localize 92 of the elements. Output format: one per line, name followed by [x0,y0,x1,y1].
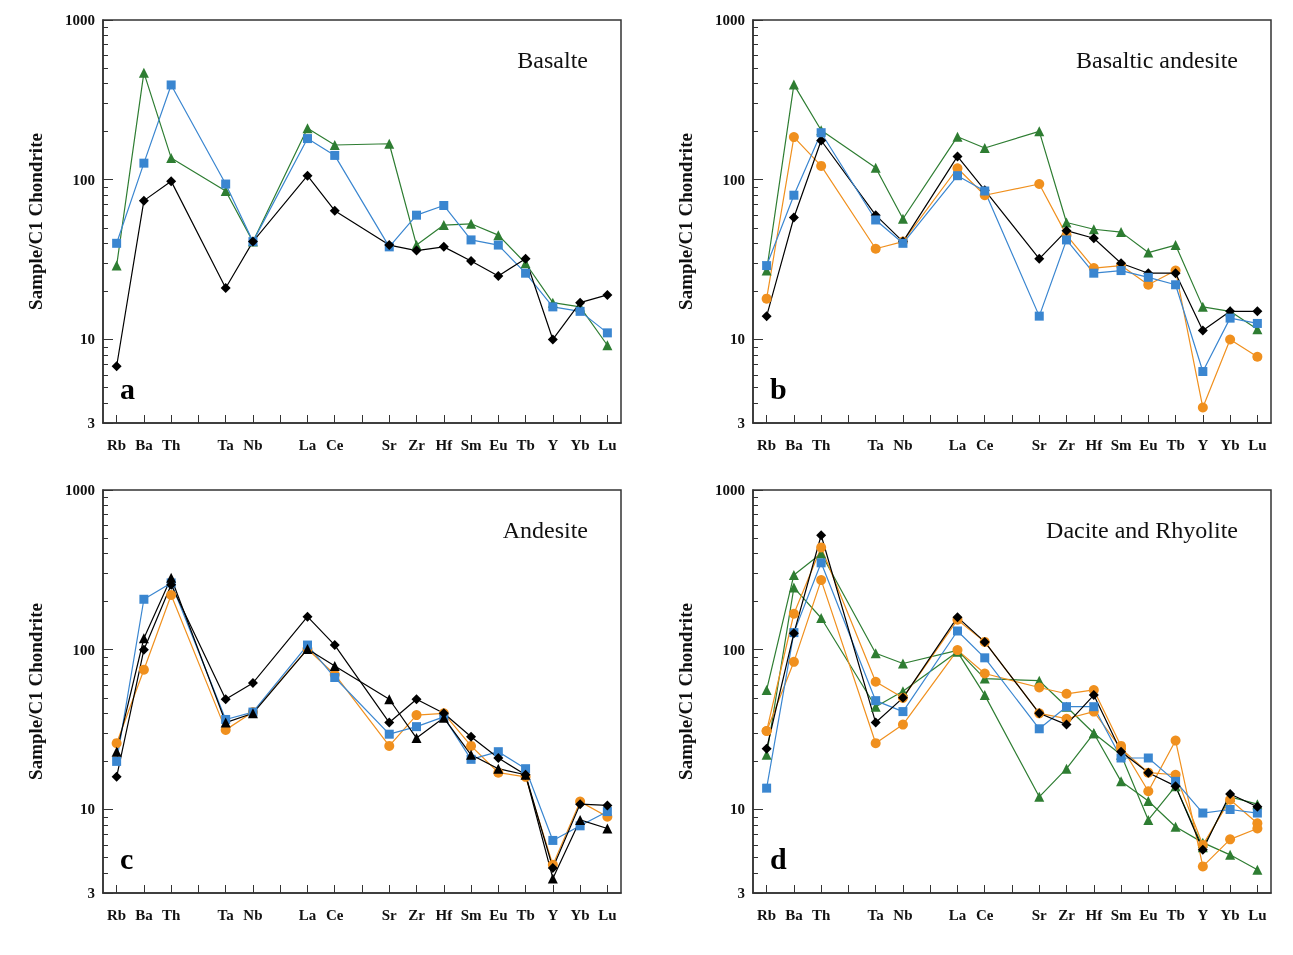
y-tick-label: 1000 [65,482,95,498]
x-tick-label: Y [1197,436,1209,453]
x-tick-label: Lu [598,906,617,923]
y-tick-label: 10 [730,331,745,348]
y-tick-label: 100 [72,171,95,188]
x-tick-label: Sm [1110,436,1132,453]
x-tick-label: Yb [1220,906,1240,923]
x-tick-label: Eu [1139,436,1158,453]
y-axis-title: Sample/C1 Chondrite [25,133,46,310]
x-tick-label: Sm [1110,906,1132,923]
x-tick-label: Hf [435,436,454,453]
x-tick-label: Y [1197,906,1209,923]
x-tick-label: Tb [516,906,535,923]
y-tick-label: 3 [737,415,745,431]
x-tick-label: Ce [325,436,344,453]
x-tick-label: Zr [1058,436,1076,453]
x-tick-label: Rb [107,436,127,453]
x-tick-label: Ba [785,906,804,923]
x-tick-label: Zr [408,906,426,923]
x-tick-label: Lu [598,436,617,453]
x-tick-label: Lu [1248,906,1267,923]
x-tick-label: Sm [460,436,482,453]
x-tick-label: Y [547,436,559,453]
x-tick-label: Hf [1085,436,1104,453]
x-tick-label: Sr [381,906,398,923]
annotation: b [770,371,787,405]
text: Basalte [517,47,588,73]
x-tick-label: Eu [489,436,508,453]
x-tick-label: Ba [135,436,154,453]
y-tick-label: 10 [80,801,95,818]
x-tick-label: Ba [135,906,154,923]
x-tick-label: Y [547,906,559,923]
x-tick-label: Ba [785,436,804,453]
x-tick-label: Eu [1139,906,1158,923]
x-tick-label: Ta [867,906,885,923]
x-tick-label: Yb [570,436,590,453]
x-tick-label: Nb [243,436,263,453]
x-tick-label: Yb [1220,436,1240,453]
x-tick-label: La [298,436,317,453]
x-tick-label: Sr [1031,436,1048,453]
text: Andesite [502,517,588,543]
x-tick-label: Th [161,906,181,923]
y-tick-label: 100 [72,641,95,658]
x-tick-label: Zr [1058,906,1076,923]
x-tick-label: Ta [217,436,235,453]
x-tick-label: Th [811,906,831,923]
x-tick-label: Ce [975,906,994,923]
x-tick-label: Rb [107,906,127,923]
x-tick-label: La [298,906,317,923]
y-tick-label: 10 [730,801,745,818]
y-tick-label: 3 [737,885,745,901]
text: Basaltic andesite [1076,47,1239,73]
x-tick-label: Ce [975,436,994,453]
x-tick-label: Nb [893,906,913,923]
annotation: a [120,371,135,405]
y-axis-title: Sample/C1 Chondrite [675,603,696,780]
y-tick-label: 1000 [715,12,745,28]
x-tick-label: Yb [570,906,590,923]
x-tick-label: Nb [893,436,913,453]
y-tick-label: 100 [722,641,745,658]
x-tick-label: Zr [408,436,426,453]
x-tick-label: Tb [1166,906,1185,923]
x-tick-label: Rb [757,436,777,453]
x-tick-label: Tb [1166,436,1185,453]
x-tick-label: Th [161,436,181,453]
x-tick-label: Nb [243,906,263,923]
x-tick-label: Ta [867,436,885,453]
y-tick-label: 1000 [715,482,745,498]
y-tick-label: 1000 [65,12,95,28]
text: Dacite and Rhyolite [1046,517,1239,543]
x-tick-label: Ta [217,906,235,923]
x-tick-label: La [948,436,967,453]
annotation: d [770,841,787,875]
x-tick-label: Th [811,436,831,453]
x-tick-label: Eu [489,906,508,923]
y-tick-label: 3 [87,885,95,901]
x-tick-label: Sr [1031,906,1048,923]
annotation: c [120,841,134,875]
y-tick-label: 10 [80,331,95,348]
y-axis-title: Sample/C1 Chondrite [675,133,696,310]
x-tick-label: La [948,906,967,923]
y-axis-title: Sample/C1 Chondrite [25,603,46,780]
x-tick-label: Sr [381,436,398,453]
y-tick-label: 100 [722,171,745,188]
y-tick-label: 3 [87,415,95,431]
x-tick-label: Rb [757,906,777,923]
x-tick-label: Lu [1248,436,1267,453]
x-tick-label: Sm [460,906,482,923]
x-tick-label: Tb [516,436,535,453]
x-tick-label: Hf [435,906,454,923]
x-tick-label: Ce [325,906,344,923]
x-tick-label: Hf [1085,906,1104,923]
